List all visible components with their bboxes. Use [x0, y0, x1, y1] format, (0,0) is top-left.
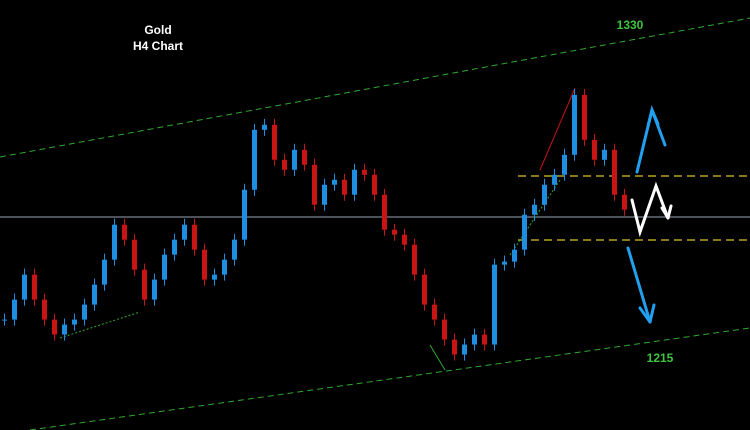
candle — [432, 304, 437, 320]
candle — [222, 259, 227, 275]
candle — [22, 274, 27, 300]
candle — [282, 159, 287, 170]
chart-title: Gold — [144, 23, 171, 37]
down-arrow-head — [638, 303, 656, 324]
candle — [502, 261, 507, 265]
candle — [12, 299, 17, 320]
candle — [42, 299, 47, 320]
candle — [302, 149, 307, 165]
candle — [622, 194, 627, 210]
range-arrow — [630, 181, 670, 238]
candle — [332, 179, 337, 185]
candle — [202, 249, 207, 280]
candle — [422, 274, 427, 305]
candle — [402, 234, 407, 245]
arrows — [626, 104, 673, 324]
candle — [612, 149, 617, 195]
down-arrow — [626, 246, 652, 324]
candle — [52, 319, 57, 335]
candle — [292, 149, 297, 170]
candle — [492, 264, 497, 345]
range-arrow-head — [660, 204, 673, 220]
candle — [162, 254, 167, 280]
lower-channel — [29, 327, 750, 430]
candle — [212, 274, 217, 280]
candle — [232, 239, 237, 260]
candle — [92, 284, 97, 305]
candle — [412, 244, 417, 275]
candle — [82, 304, 87, 320]
candle — [272, 124, 277, 160]
trend-line — [59, 311, 141, 339]
candle — [522, 214, 527, 250]
candle — [372, 174, 377, 195]
candle — [122, 224, 127, 240]
candle — [452, 339, 457, 355]
candle — [172, 239, 177, 255]
candle — [512, 249, 517, 262]
upper-channel — [0, 17, 750, 158]
candle — [142, 269, 147, 300]
candle — [442, 319, 447, 340]
candle — [542, 184, 547, 205]
candle — [532, 204, 537, 215]
chart-subtitle: H4 Chart — [133, 39, 183, 53]
candle — [242, 189, 247, 240]
candle — [72, 319, 77, 325]
level-label: 1330 — [617, 18, 644, 32]
trend-line — [429, 344, 446, 371]
candle — [102, 259, 107, 285]
candle — [322, 184, 327, 205]
candle — [182, 224, 187, 240]
candle — [592, 139, 597, 160]
candle — [472, 334, 477, 345]
candle — [382, 194, 387, 230]
candle — [572, 94, 577, 155]
candle — [252, 129, 257, 190]
candle — [552, 174, 557, 185]
candle — [32, 274, 37, 300]
candle — [602, 149, 607, 160]
candle — [112, 224, 117, 260]
level-label: 1215 — [647, 351, 674, 365]
candle — [482, 334, 487, 345]
trend-line — [539, 87, 576, 171]
up-arrow-head — [646, 108, 660, 128]
candle — [262, 124, 267, 130]
candle — [152, 279, 157, 300]
candle — [2, 319, 7, 321]
candle — [192, 224, 197, 250]
candle — [312, 164, 317, 205]
candle — [582, 94, 587, 140]
candle — [362, 169, 367, 175]
candle — [392, 229, 397, 235]
candle — [132, 239, 137, 270]
candle — [352, 169, 357, 195]
candle — [342, 179, 347, 195]
candle — [62, 324, 67, 335]
candles — [2, 88, 627, 361]
candle — [462, 344, 467, 355]
candle — [562, 154, 567, 175]
